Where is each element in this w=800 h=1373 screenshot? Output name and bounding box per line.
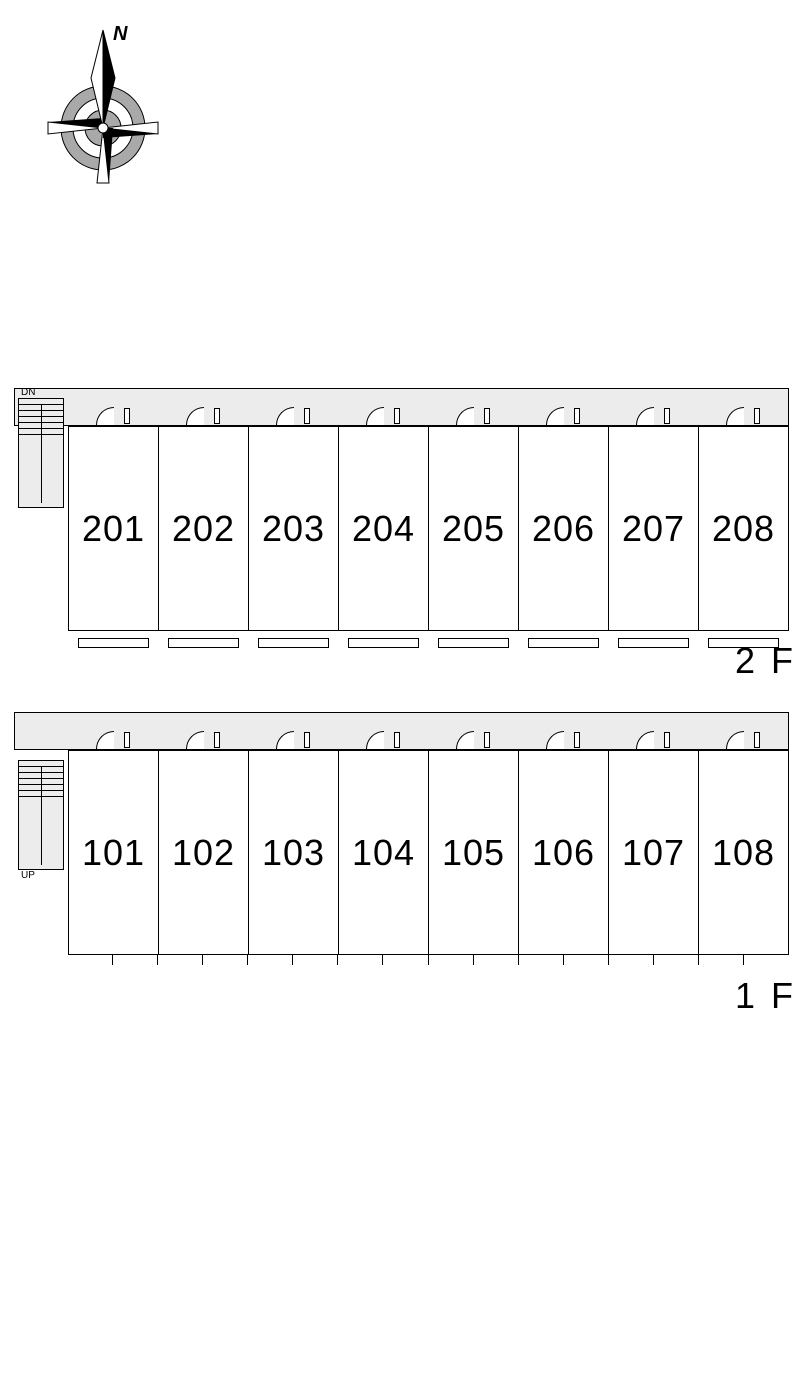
unit-201: 201 [68, 426, 159, 631]
unit-label: 102 [172, 832, 235, 874]
unit-204: 204 [338, 426, 429, 631]
door-icon [96, 407, 132, 425]
units-row: 201 202 203 204 205 206 207 208 [68, 426, 789, 631]
unit-label: 201 [82, 508, 145, 550]
floor-label-1f: 1 F [735, 975, 796, 1017]
unit-label: 204 [352, 508, 415, 550]
door-icon [186, 407, 222, 425]
door-icon [726, 731, 762, 749]
window-ticks [68, 955, 788, 965]
unit-label: 103 [262, 832, 325, 874]
balcony [168, 638, 239, 648]
unit-label: 101 [82, 832, 145, 874]
compass-icon: N [18, 18, 188, 218]
balcony [528, 638, 599, 648]
balcony [348, 638, 419, 648]
compass-north-label: N [113, 23, 128, 45]
unit-label: 105 [442, 832, 505, 874]
door-icon [366, 731, 402, 749]
unit-207: 207 [608, 426, 699, 631]
stairs: UP [18, 760, 64, 870]
door-icon [96, 731, 132, 749]
unit-108: 108 [698, 750, 789, 955]
unit-202: 202 [158, 426, 249, 631]
stairs: DN [18, 398, 64, 508]
unit-208: 208 [698, 426, 789, 631]
door-icon [366, 407, 402, 425]
unit-label: 206 [532, 508, 595, 550]
balcony [258, 638, 329, 648]
unit-label: 108 [712, 832, 775, 874]
unit-label: 205 [442, 508, 505, 550]
unit-102: 102 [158, 750, 249, 955]
unit-label: 104 [352, 832, 415, 874]
door-icon [726, 407, 762, 425]
unit-label: 208 [712, 508, 775, 550]
unit-106: 106 [518, 750, 609, 955]
unit-107: 107 [608, 750, 699, 955]
balcony [618, 638, 689, 648]
door-icon [456, 407, 492, 425]
floorplan-canvas: N DN201202203204205206207208UP1011021031… [0, 0, 800, 1373]
floor-2f: DN 201 202 203 204 205 206 207 208 [14, 388, 789, 653]
stairs-label: UP [21, 870, 35, 881]
unit-label: 107 [622, 832, 685, 874]
unit-label: 207 [622, 508, 685, 550]
unit-103: 103 [248, 750, 339, 955]
door-icon [456, 731, 492, 749]
unit-label: 106 [532, 832, 595, 874]
unit-205: 205 [428, 426, 519, 631]
door-icon [276, 407, 312, 425]
stairs-label: DN [21, 387, 35, 398]
door-icon [636, 731, 672, 749]
unit-206: 206 [518, 426, 609, 631]
unit-label: 203 [262, 508, 325, 550]
unit-label: 202 [172, 508, 235, 550]
door-icon [546, 731, 582, 749]
unit-101: 101 [68, 750, 159, 955]
door-icon [276, 731, 312, 749]
door-icon [186, 731, 222, 749]
floor-label-2f: 2 F [735, 640, 796, 682]
unit-104: 104 [338, 750, 429, 955]
unit-105: 105 [428, 750, 519, 955]
door-icon [636, 407, 672, 425]
door-icon [546, 407, 582, 425]
units-row: 101 102 103 104 105 106 107 108 [68, 750, 789, 955]
balcony [438, 638, 509, 648]
unit-203: 203 [248, 426, 339, 631]
floor-1f: UP 101 102 103 104 105 106 107 108 [14, 712, 789, 977]
balcony [78, 638, 149, 648]
